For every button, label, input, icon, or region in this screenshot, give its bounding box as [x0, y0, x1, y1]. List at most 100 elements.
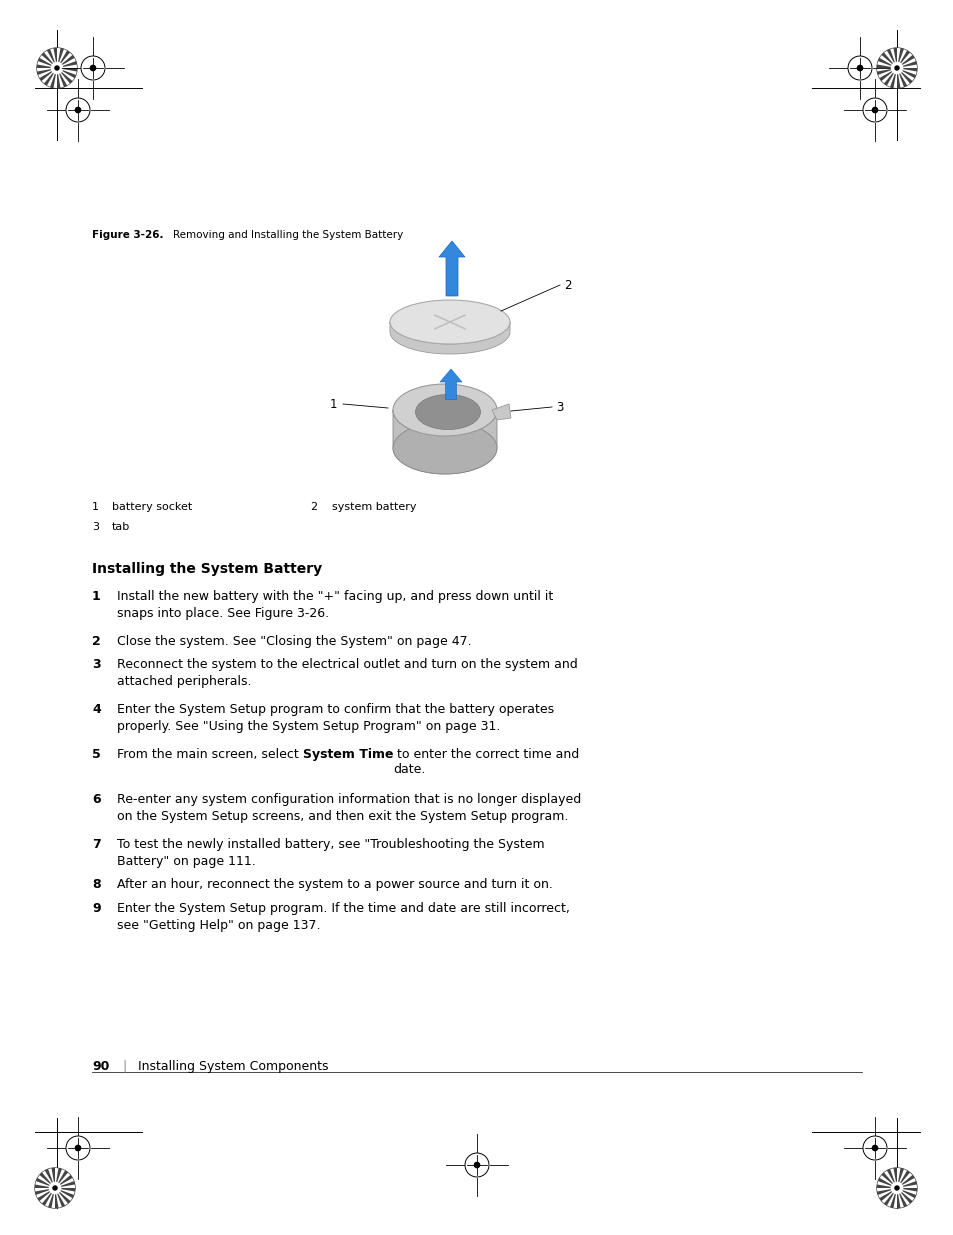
Text: 4: 4 [91, 703, 101, 716]
Polygon shape [42, 1171, 55, 1188]
Circle shape [876, 48, 916, 88]
Polygon shape [55, 1184, 75, 1188]
Circle shape [876, 1168, 916, 1208]
Polygon shape [886, 1188, 896, 1207]
Polygon shape [896, 1188, 916, 1194]
Polygon shape [57, 68, 64, 88]
Circle shape [894, 1186, 898, 1191]
Text: 6: 6 [91, 793, 100, 806]
Text: 2: 2 [563, 279, 571, 291]
Polygon shape [893, 1188, 896, 1208]
Polygon shape [55, 1188, 68, 1205]
Circle shape [53, 1186, 57, 1191]
Text: 1: 1 [329, 398, 336, 410]
Polygon shape [896, 53, 911, 68]
Polygon shape [879, 1176, 896, 1188]
Text: Enter the System Setup program. If the time and date are still incorrect,
see "G: Enter the System Setup program. If the t… [117, 902, 569, 932]
Text: |: | [122, 1060, 126, 1073]
Text: 7: 7 [91, 839, 101, 851]
Text: From the main screen, select: From the main screen, select [117, 748, 302, 761]
Polygon shape [37, 62, 57, 68]
Polygon shape [55, 1188, 74, 1194]
Text: Reconnect the system to the electrical outlet and turn on the system and
attache: Reconnect the system to the electrical o… [117, 658, 578, 688]
Polygon shape [57, 49, 67, 68]
Ellipse shape [393, 384, 497, 436]
Circle shape [91, 65, 95, 70]
Polygon shape [492, 404, 511, 420]
Text: System Time: System Time [302, 748, 393, 761]
Polygon shape [55, 1170, 65, 1188]
Circle shape [857, 65, 862, 70]
Text: 90: 90 [91, 1060, 110, 1073]
Text: 5: 5 [91, 748, 101, 761]
Polygon shape [896, 64, 916, 68]
Polygon shape [896, 1178, 915, 1188]
Text: Re-enter any system configuration information that is no longer displayed
on the: Re-enter any system configuration inform… [117, 793, 580, 823]
Polygon shape [45, 1188, 55, 1207]
Polygon shape [48, 1168, 55, 1188]
Polygon shape [38, 68, 57, 78]
Text: Install the new battery with the "+" facing up, and press down until it
snaps in: Install the new battery with the "+" fac… [117, 590, 553, 620]
Polygon shape [40, 56, 57, 68]
Polygon shape [37, 1176, 55, 1188]
Text: 1: 1 [91, 501, 99, 513]
Polygon shape [896, 48, 900, 68]
Polygon shape [47, 68, 57, 86]
Polygon shape [44, 51, 57, 68]
Polygon shape [55, 1188, 62, 1208]
Polygon shape [55, 1168, 58, 1188]
Circle shape [871, 107, 877, 112]
Text: 3: 3 [556, 400, 563, 414]
Polygon shape [881, 1188, 896, 1203]
Text: system battery: system battery [332, 501, 416, 513]
Polygon shape [896, 68, 916, 75]
Polygon shape [886, 68, 896, 86]
Text: tab: tab [112, 522, 131, 532]
Ellipse shape [390, 300, 510, 345]
Polygon shape [35, 1188, 55, 1192]
Text: Installing the System Battery: Installing the System Battery [91, 562, 322, 576]
Polygon shape [896, 1173, 911, 1188]
Polygon shape [877, 62, 896, 68]
Polygon shape [57, 64, 77, 68]
Circle shape [55, 65, 59, 70]
Polygon shape [57, 53, 72, 68]
Text: Figure 3-26.: Figure 3-26. [91, 230, 163, 240]
Polygon shape [896, 1184, 916, 1188]
Polygon shape [55, 1188, 72, 1200]
Polygon shape [896, 1188, 913, 1200]
Text: 9: 9 [91, 902, 100, 915]
Ellipse shape [416, 394, 480, 430]
Text: 3: 3 [91, 658, 100, 671]
Polygon shape [881, 68, 896, 83]
Polygon shape [51, 1188, 55, 1208]
Text: 2: 2 [310, 501, 316, 513]
Circle shape [35, 1168, 75, 1208]
Polygon shape [877, 1181, 896, 1188]
Polygon shape [53, 68, 57, 88]
Polygon shape [390, 322, 510, 354]
Circle shape [37, 48, 77, 88]
Polygon shape [896, 1170, 906, 1188]
Circle shape [50, 1182, 61, 1193]
Polygon shape [57, 58, 75, 68]
Polygon shape [37, 68, 57, 72]
Polygon shape [896, 1168, 900, 1188]
Text: After an hour, reconnect the system to a power source and turn it on.: After an hour, reconnect the system to a… [117, 878, 553, 890]
Polygon shape [439, 369, 461, 399]
Polygon shape [878, 68, 896, 78]
Polygon shape [393, 410, 497, 474]
Polygon shape [883, 1171, 896, 1188]
Circle shape [890, 63, 902, 74]
Circle shape [75, 1145, 81, 1151]
Text: 2: 2 [91, 635, 101, 648]
Polygon shape [42, 68, 57, 83]
Text: Close the system. See "Closing the System" on page 47.: Close the system. See "Closing the Syste… [117, 635, 471, 648]
Polygon shape [883, 51, 896, 68]
Text: 1: 1 [91, 590, 101, 603]
Polygon shape [879, 56, 896, 68]
Polygon shape [896, 49, 906, 68]
Polygon shape [876, 1188, 896, 1192]
Polygon shape [51, 48, 57, 68]
Polygon shape [57, 68, 74, 80]
